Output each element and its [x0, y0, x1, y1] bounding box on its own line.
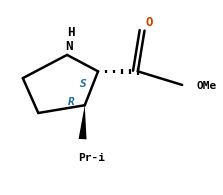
Polygon shape: [78, 105, 87, 139]
Text: N: N: [66, 40, 73, 53]
Text: R: R: [68, 97, 75, 107]
Text: OMe: OMe: [196, 81, 217, 91]
Text: S: S: [80, 79, 87, 89]
Text: Pr-i: Pr-i: [78, 152, 105, 162]
Text: O: O: [145, 16, 153, 29]
Text: H: H: [67, 26, 74, 39]
